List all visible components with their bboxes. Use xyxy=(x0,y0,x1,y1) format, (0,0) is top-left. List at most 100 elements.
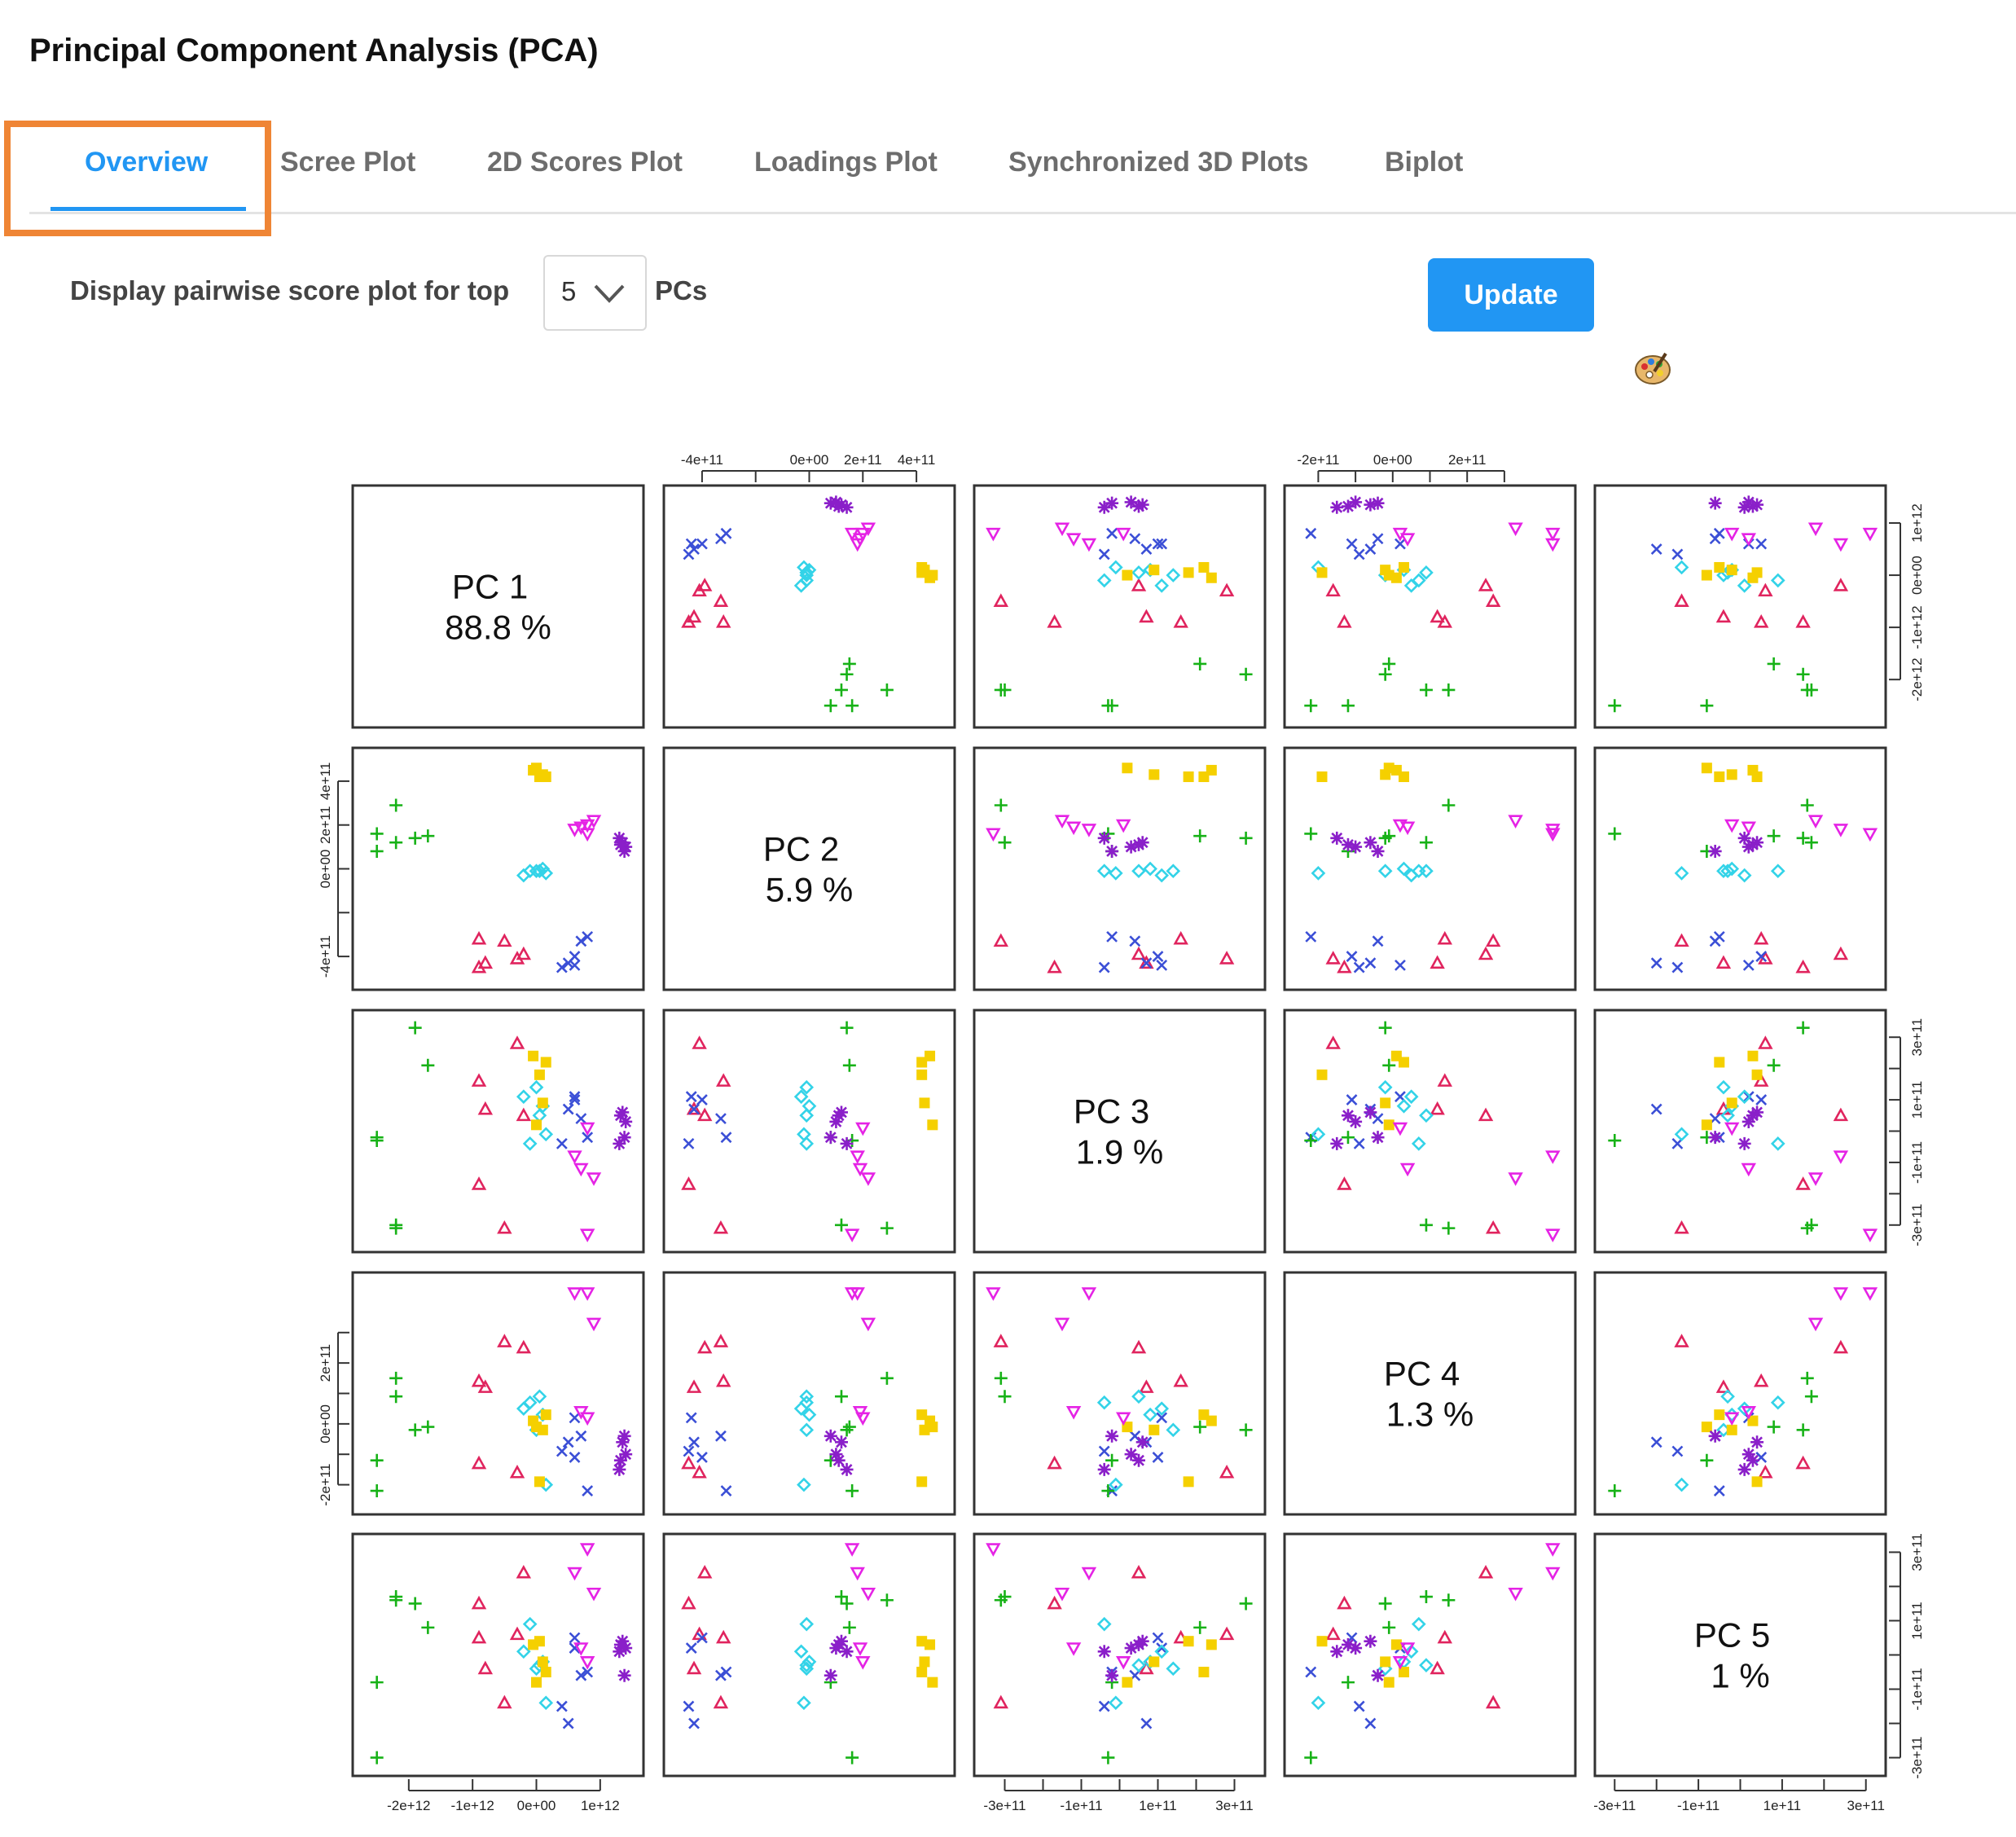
data-point xyxy=(1305,1666,1317,1678)
tick-label: -3e+11 xyxy=(983,1798,1026,1813)
data-point xyxy=(1154,1401,1170,1417)
data-point xyxy=(1173,930,1188,945)
data-point xyxy=(1098,548,1110,560)
tab-2d-scores-plot[interactable]: 2D Scores Plot xyxy=(487,147,683,178)
data-point xyxy=(916,1409,928,1421)
scatter-panel xyxy=(973,1532,1267,1778)
data-point xyxy=(1726,769,1737,780)
update-button[interactable]: Update xyxy=(1428,258,1594,332)
data-point xyxy=(1330,1645,1344,1659)
tab-loadings-plot[interactable]: Loadings Plot xyxy=(754,147,938,178)
data-point xyxy=(1545,1543,1561,1557)
data-point xyxy=(1101,1484,1115,1498)
data-point xyxy=(471,1176,487,1190)
data-point xyxy=(1341,1637,1355,1651)
data-point xyxy=(1795,1176,1811,1190)
data-point xyxy=(573,1162,589,1177)
data-point xyxy=(1108,560,1123,575)
axes-layer: -4e+11 0e+00 2e+11 4e+11 -2e+11 0e+00 2e+11 -2e… xyxy=(318,452,1925,1813)
data-point xyxy=(1545,1567,1561,1581)
data-point xyxy=(1156,1412,1168,1424)
data-point xyxy=(1140,543,1153,555)
data-point xyxy=(797,1127,811,1142)
diagonal-panel: PC 51 % xyxy=(1593,1532,1887,1778)
data-point xyxy=(916,1667,928,1678)
data-point xyxy=(1105,496,1119,510)
data-point xyxy=(575,1430,587,1442)
data-point xyxy=(408,1423,422,1437)
data-point xyxy=(1378,667,1392,681)
panel-frame xyxy=(351,1009,645,1254)
data-point xyxy=(685,538,697,550)
data-point xyxy=(582,930,594,943)
data-point xyxy=(1770,573,1785,588)
data-point xyxy=(681,1176,696,1190)
data-point xyxy=(569,1642,581,1655)
data-point xyxy=(1124,1448,1138,1461)
data-point xyxy=(1065,1406,1082,1420)
data-point xyxy=(683,1445,695,1457)
data-point xyxy=(1166,1422,1181,1438)
data-point xyxy=(880,1221,894,1235)
data-point xyxy=(370,1751,384,1764)
data-point xyxy=(925,1050,936,1061)
data-point xyxy=(579,828,595,842)
tick-label: 2e+11 xyxy=(844,452,881,468)
tab-biplot[interactable]: Biplot xyxy=(1385,147,1464,178)
tick-label: 3e+11 xyxy=(1909,1018,1925,1056)
tab-scree-plot[interactable]: Scree Plot xyxy=(280,147,416,178)
data-point xyxy=(389,1218,403,1232)
data-point xyxy=(556,1700,568,1712)
data-point xyxy=(832,499,845,513)
data-point xyxy=(1337,959,1352,973)
data-point xyxy=(1105,844,1119,858)
data-point xyxy=(845,1751,859,1764)
data-point xyxy=(582,1666,594,1678)
data-point xyxy=(1105,1668,1119,1682)
page-title: Principal Component Analysis (PCA) xyxy=(29,33,599,68)
data-point xyxy=(1395,959,1406,971)
data-point xyxy=(681,1595,696,1610)
data-point xyxy=(613,1645,626,1659)
tick-label: 3e+11 xyxy=(1909,1533,1925,1571)
data-point xyxy=(1411,1616,1426,1632)
data-point xyxy=(1701,1119,1712,1131)
data-point xyxy=(569,1452,581,1463)
data-point xyxy=(1139,955,1154,969)
data-point xyxy=(715,1669,727,1681)
data-point xyxy=(1131,946,1147,960)
data-point xyxy=(1701,569,1712,581)
pc-count-select[interactable]: 5 xyxy=(543,255,647,331)
data-point xyxy=(1108,866,1123,881)
tick-label: -2e+11 xyxy=(1297,452,1339,468)
tick-label: 0e+00 xyxy=(790,452,829,468)
data-point xyxy=(1737,831,1751,845)
data-point xyxy=(540,1057,551,1068)
data-point xyxy=(688,1717,700,1729)
data-point xyxy=(1392,1656,1408,1670)
scatter-panel xyxy=(351,746,645,991)
data-point xyxy=(1341,1109,1355,1123)
data-point xyxy=(1219,582,1235,597)
data-point xyxy=(840,667,854,681)
tab-synchronized-3d-plots[interactable]: Synchronized 3D Plots xyxy=(1008,147,1309,178)
data-point xyxy=(1770,864,1785,879)
data-point xyxy=(1545,527,1561,542)
data-point xyxy=(1746,837,1759,851)
data-point xyxy=(613,1462,626,1476)
data-point xyxy=(1478,1107,1494,1122)
data-point xyxy=(1378,1597,1392,1611)
data-point xyxy=(531,1677,542,1688)
data-point xyxy=(840,1645,854,1659)
tab-overview[interactable]: Overview xyxy=(85,147,209,178)
data-point xyxy=(1770,1395,1785,1410)
data-point xyxy=(1154,578,1170,593)
data-point xyxy=(686,609,702,623)
data-point xyxy=(1124,1641,1138,1655)
data-point xyxy=(586,1587,602,1602)
palette-icon[interactable] xyxy=(1633,350,1672,386)
tab-bar: Overview Scree Plot 2D Scores Plot Loadi… xyxy=(29,122,2016,214)
data-point xyxy=(509,1035,525,1049)
data-point xyxy=(1311,1127,1326,1142)
data-point xyxy=(1796,667,1810,681)
